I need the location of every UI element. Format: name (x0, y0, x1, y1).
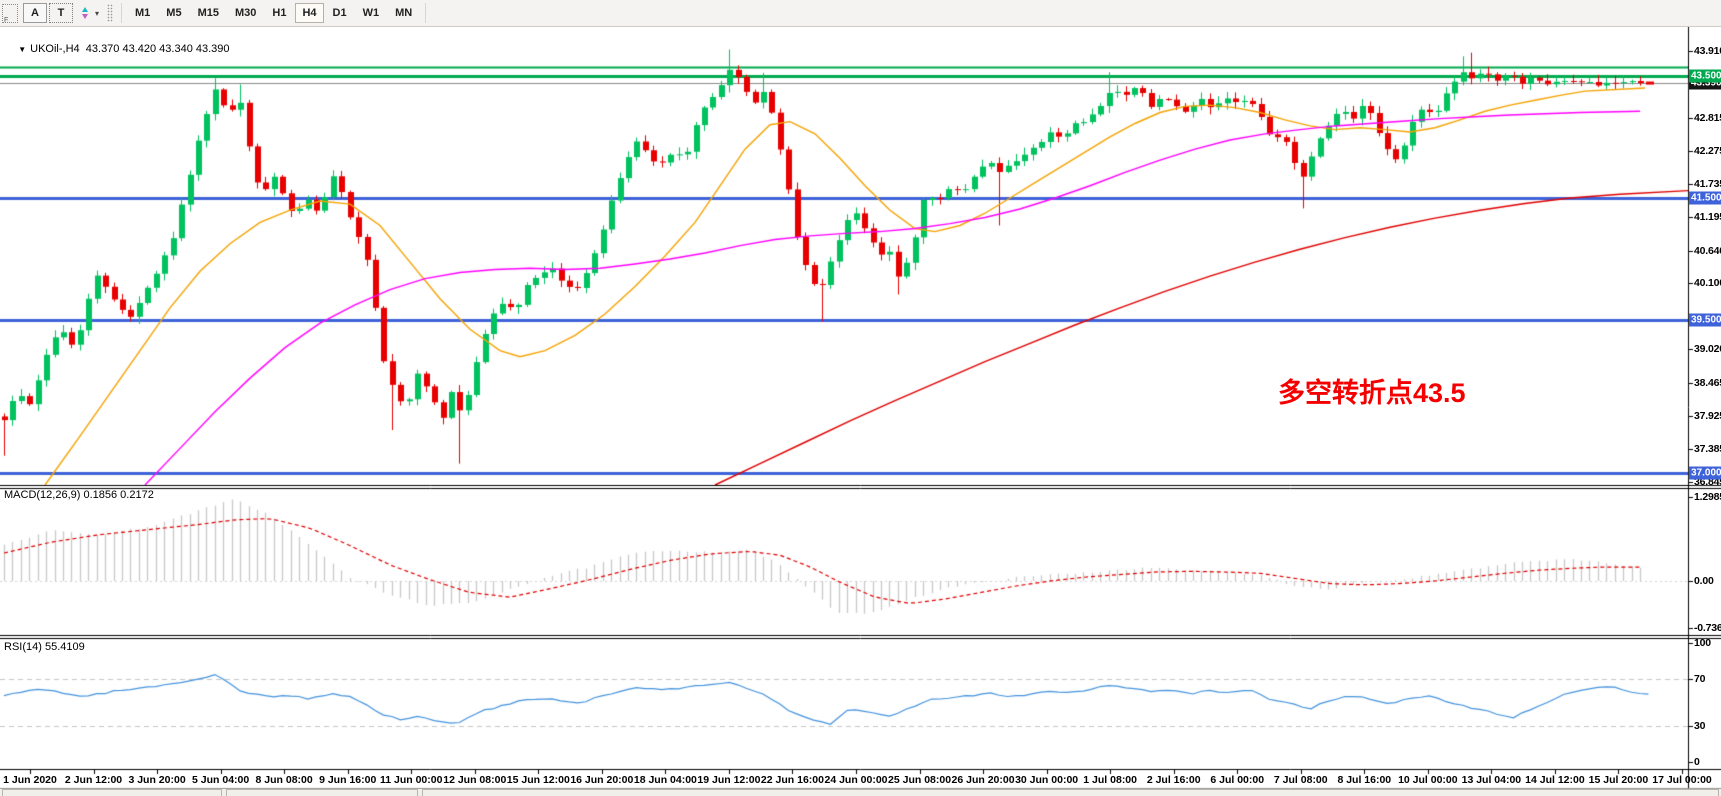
time-axis-label[interactable]: 10 Jul 00:00 (1398, 774, 1458, 786)
text-label-button[interactable]: T (49, 3, 73, 23)
time-axis-label[interactable]: 5 Jun 04:00 (192, 774, 250, 786)
time-axis-label[interactable]: 15 Jun 12:00 (506, 774, 570, 786)
price-tick-label[interactable]: 41.195 (1694, 210, 1721, 223)
timeframe-m5[interactable]: M5 (159, 3, 188, 23)
timeframe-w1[interactable]: W1 (356, 3, 387, 23)
time-axis-label[interactable]: 17 Jul 00:00 (1652, 774, 1712, 786)
rsi-tick-label[interactable]: 0 (1694, 756, 1700, 768)
toolbar-grip-label: F (4, 16, 9, 24)
chevron-down-icon: ▾ (95, 8, 100, 18)
price-badge: 37.000 (1689, 466, 1721, 480)
time-axis-label[interactable]: 8 Jun 08:00 (255, 774, 313, 786)
price-tick-label[interactable]: 40.100 (1694, 277, 1721, 290)
timeframe-d1[interactable]: D1 (326, 3, 354, 23)
time-axis-label[interactable]: 9 Jun 16:00 (319, 774, 377, 786)
time-axis-label[interactable]: 14 Jul 12:00 (1525, 774, 1585, 786)
price-tick-label[interactable]: 38.465 (1694, 377, 1721, 390)
timeframe-m15[interactable]: M15 (191, 3, 226, 23)
rsi-tick-label[interactable]: 100 (1694, 637, 1711, 649)
time-axis-label[interactable]: 22 Jun 16:00 (760, 774, 824, 786)
chart-annotation-text: 多空转折点43.5 (1278, 378, 1466, 408)
chart-title-row: ▼ UKOil-,H4 43.370 43.420 43.340 43.390 (6, 31, 230, 67)
collapse-caret-icon[interactable]: ▼ (18, 45, 27, 54)
time-axis-label[interactable]: 3 Jun 20:00 (128, 774, 186, 786)
time-axis-label[interactable]: 2 Jul 16:00 (1146, 774, 1201, 786)
macd-tick-label[interactable]: 1.2985 (1694, 491, 1721, 504)
time-axis-label[interactable]: 26 Jun 20:00 (951, 774, 1015, 786)
price-tick-label[interactable]: 40.640 (1694, 244, 1721, 257)
time-axis-label[interactable]: 11 Jun 00:00 (379, 774, 443, 786)
toolbar-grip[interactable]: F (2, 3, 18, 24)
status-cell-3 (422, 789, 1719, 796)
toolbar: F A T ▾ M1 M5 M15 M30 H1 H4 D1 W1 MN (0, 0, 1721, 27)
time-axis-label[interactable]: 19 Jun 12:00 (697, 774, 761, 786)
macd-tick-label[interactable]: -0.7362 (1694, 622, 1721, 635)
price-tick-label[interactable]: 37.925 (1694, 410, 1721, 423)
timeframe-h1[interactable]: H1 (265, 3, 293, 23)
timeframe-m1[interactable]: M1 (128, 3, 157, 23)
timeframe-buttons: M1 M5 M15 M30 H1 H4 D1 W1 MN (127, 3, 420, 23)
price-tick-label[interactable]: 39.020 (1694, 343, 1721, 356)
rsi-tick-label[interactable]: 30 (1694, 720, 1706, 733)
time-axis-label[interactable]: 25 Jun 08:00 (888, 774, 952, 786)
time-axis-label[interactable]: 7 Jul 08:00 (1273, 774, 1328, 786)
price-tick-label[interactable]: 42.275 (1694, 144, 1721, 157)
price-badge: 39.500 (1689, 313, 1721, 327)
macd-label: MACD(12,26,9) 0.1856 0.2172 (4, 489, 154, 501)
time-axis-label[interactable]: 13 Jul 04:00 (1461, 774, 1522, 786)
toolbar-separator-2 (425, 3, 427, 23)
arrows-icon (79, 6, 91, 20)
cursor-tool-dropdown[interactable]: ▾ (76, 3, 102, 23)
price-tick-label[interactable]: 41.735 (1694, 177, 1721, 190)
price-tick-label[interactable]: 42.815 (1694, 111, 1721, 124)
timeframe-m30[interactable]: M30 (228, 3, 263, 23)
rsi-tick-label[interactable]: 70 (1694, 672, 1706, 685)
font-button[interactable]: A (23, 3, 47, 23)
status-bar (0, 789, 1721, 796)
timeframe-mn[interactable]: MN (388, 3, 419, 23)
price-tick-label[interactable]: 37.385 (1694, 443, 1721, 456)
toolbar-grip-2[interactable] (107, 4, 114, 22)
time-axis-label[interactable]: 1 Jul 08:00 (1083, 774, 1137, 786)
time-axis-label[interactable]: 30 Jun 00:00 (1015, 774, 1079, 786)
status-cell-2 (226, 789, 418, 796)
macd-tick-label[interactable]: 0.00 (1694, 575, 1714, 587)
time-axis-label[interactable]: 8 Jul 16:00 (1337, 774, 1392, 786)
time-axis-label[interactable]: 2 Jun 12:00 (64, 774, 123, 786)
price-badge: 41.500 (1689, 191, 1721, 205)
time-axis-label[interactable]: 6 Jul 00:00 (1210, 774, 1265, 786)
time-axis-label[interactable]: 16 Jun 20:00 (570, 774, 634, 786)
status-cell-1 (2, 789, 222, 796)
time-axis-label[interactable]: 18 Jun 04:00 (633, 774, 697, 786)
toolbar-separator (121, 3, 123, 23)
time-axis-label[interactable]: 24 Jun 00:00 (824, 774, 888, 786)
price-badge: 43.500 (1689, 69, 1721, 83)
timeframe-h4[interactable]: H4 (295, 3, 324, 23)
price-tick-label[interactable]: 43.910 (1694, 44, 1721, 57)
rsi-label: RSI(14) 55.4109 (4, 641, 85, 653)
time-axis-label[interactable]: 12 Jun 08:00 (443, 774, 507, 786)
chart-title: UKOil-,H4 43.370 43.420 43.340 43.390 (30, 43, 230, 55)
time-axis-label[interactable]: 1 Jun 2020 (3, 774, 57, 786)
time-axis-label[interactable]: 15 Jul 20:00 (1588, 774, 1649, 786)
